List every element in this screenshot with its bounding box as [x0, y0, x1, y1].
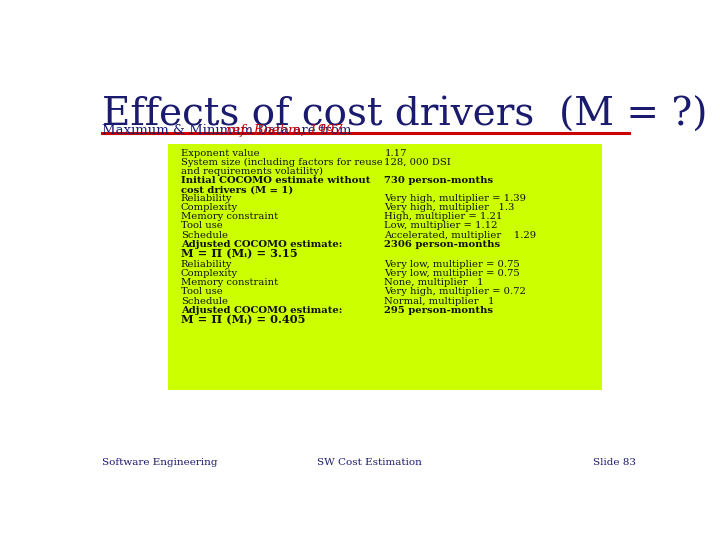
Text: cost drivers (M = 1): cost drivers (M = 1) — [181, 185, 293, 194]
Text: Memory constraint: Memory constraint — [181, 212, 278, 221]
Text: Maximum & Minimum Data are from: Maximum & Minimum Data are from — [102, 124, 355, 137]
Text: Reliability: Reliability — [181, 194, 232, 203]
Text: ref: Boehm, 1997: ref: Boehm, 1997 — [225, 124, 342, 137]
Text: Very high, multiplier = 1.39: Very high, multiplier = 1.39 — [384, 194, 526, 203]
Text: Very low, multiplier = 0.75: Very low, multiplier = 0.75 — [384, 260, 521, 269]
Text: Very high, multiplier = 0.72: Very high, multiplier = 0.72 — [384, 287, 526, 296]
Text: Adjusted COCOMO estimate:: Adjusted COCOMO estimate: — [181, 306, 342, 315]
Text: Reliability: Reliability — [181, 260, 232, 269]
Text: 2306 person-months: 2306 person-months — [384, 240, 500, 248]
Text: Low, multiplier = 1.12: Low, multiplier = 1.12 — [384, 221, 498, 231]
Text: Tool use: Tool use — [181, 221, 222, 231]
Text: Software Engineering: Software Engineering — [102, 458, 217, 467]
Text: Accelerated, multiplier    1.29: Accelerated, multiplier 1.29 — [384, 231, 536, 240]
Text: 295 person-months: 295 person-months — [384, 306, 493, 315]
Text: Tool use: Tool use — [181, 287, 222, 296]
Text: Memory constraint: Memory constraint — [181, 279, 278, 287]
Text: Complexity: Complexity — [181, 203, 238, 212]
Text: Slide 83: Slide 83 — [593, 458, 636, 467]
Text: Exponent value: Exponent value — [181, 148, 259, 158]
Text: M = Π (Mᵢ) = 0.405: M = Π (Mᵢ) = 0.405 — [181, 315, 305, 326]
Text: Initial COCOMO estimate without: Initial COCOMO estimate without — [181, 176, 370, 185]
Text: Normal, multiplier   1: Normal, multiplier 1 — [384, 296, 495, 306]
Text: Adjusted COCOMO estimate:: Adjusted COCOMO estimate: — [181, 240, 342, 248]
Text: 128, 000 DSI: 128, 000 DSI — [384, 158, 451, 167]
Text: Very high, multiplier   1.3: Very high, multiplier 1.3 — [384, 203, 515, 212]
Text: Complexity: Complexity — [181, 269, 238, 278]
Text: Schedule: Schedule — [181, 296, 228, 306]
Text: 730 person-months: 730 person-months — [384, 176, 494, 185]
Text: SW Cost Estimation: SW Cost Estimation — [317, 458, 421, 467]
Text: Very low, multiplier = 0.75: Very low, multiplier = 0.75 — [384, 269, 521, 278]
Text: Schedule: Schedule — [181, 231, 228, 240]
Text: Effects of cost drivers  (M = ?): Effects of cost drivers (M = ?) — [102, 97, 707, 134]
Text: None, multiplier   1: None, multiplier 1 — [384, 279, 484, 287]
FancyBboxPatch shape — [168, 144, 601, 390]
Text: System size (including factors for reuse: System size (including factors for reuse — [181, 158, 382, 167]
Text: High, multiplier = 1.21: High, multiplier = 1.21 — [384, 212, 503, 221]
Text: 1.17: 1.17 — [384, 148, 407, 158]
Text: and requirements volatility): and requirements volatility) — [181, 167, 323, 176]
Text: M = Π (Mᵢ) = 3.15: M = Π (Mᵢ) = 3.15 — [181, 249, 297, 260]
